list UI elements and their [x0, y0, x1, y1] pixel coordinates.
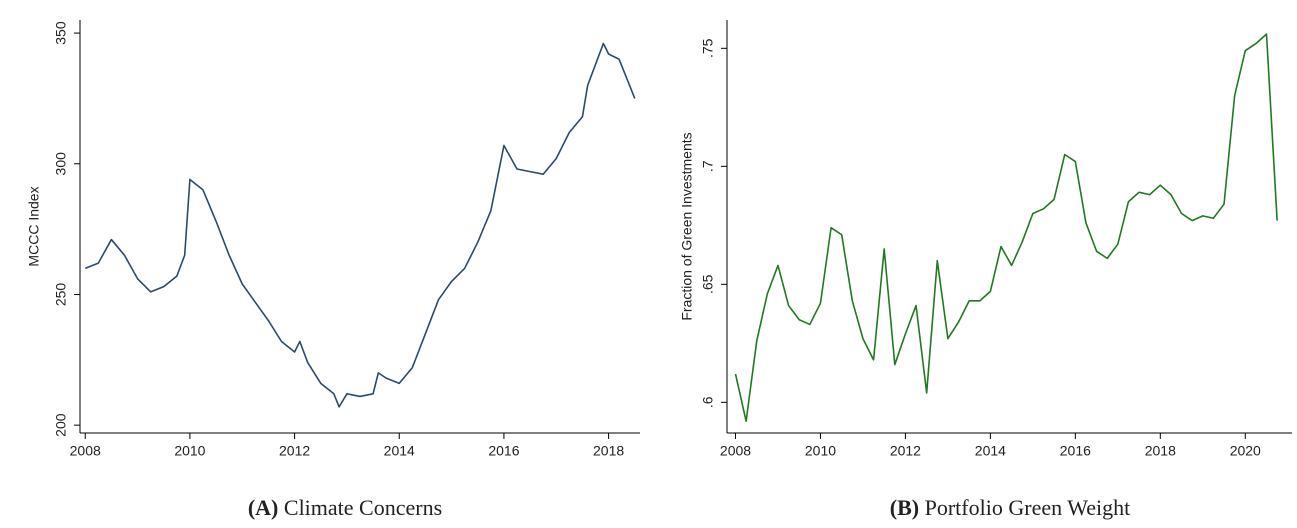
- y-tick-label: 250: [53, 283, 69, 307]
- x-tick-label: 2016: [488, 443, 519, 459]
- line-series: [734, 33, 1278, 422]
- x-tick-label: 2018: [593, 443, 624, 459]
- y-tick-label: .65: [700, 274, 716, 294]
- x-tick-label: 2018: [1145, 443, 1176, 459]
- y-tick-label: .75: [700, 38, 716, 58]
- x-tick-label: 2014: [384, 443, 415, 459]
- y-tick-label: 200: [53, 413, 69, 437]
- line-series: [84, 42, 636, 408]
- y-tick-label: .6: [700, 396, 716, 408]
- x-tick-label: 2010: [805, 443, 836, 459]
- x-tick-label: 2008: [70, 443, 101, 459]
- y-tick-label: 350: [53, 21, 69, 45]
- y-tick-label: 300: [53, 152, 69, 176]
- x-tick-label: 2012: [890, 443, 921, 459]
- x-tick-label: 2008: [720, 443, 751, 459]
- x-tick-label: 2014: [975, 443, 1006, 459]
- caption-label: (B): [890, 495, 919, 520]
- y-tick-label: .7: [700, 160, 716, 172]
- caption-text: Climate Concerns: [284, 495, 442, 520]
- caption: (A) Climate Concerns: [248, 495, 442, 520]
- caption-label: (A): [248, 495, 279, 520]
- x-tick-label: 2012: [279, 443, 310, 459]
- caption: (B) Portfolio Green Weight: [890, 495, 1130, 520]
- y-axis-title: MCCC Index: [26, 186, 42, 266]
- y-axis-title: Fraction of Green Investments: [679, 132, 695, 320]
- caption-text: Portfolio Green Weight: [925, 495, 1131, 520]
- x-tick-label: 2016: [1060, 443, 1091, 459]
- x-tick-label: 2020: [1230, 443, 1261, 459]
- x-tick-label: 2010: [174, 443, 205, 459]
